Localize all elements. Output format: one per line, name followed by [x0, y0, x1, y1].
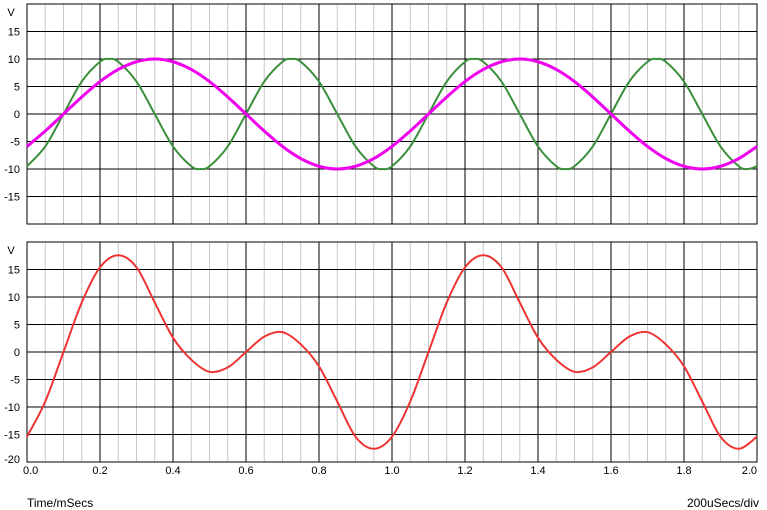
x-tick-label: 0.4 [165, 465, 180, 477]
y-tick-label: -5 [10, 137, 20, 149]
x-tick-label: 2.0 [742, 465, 757, 477]
y-tick-label: 5 [14, 82, 20, 94]
y-tick-label: -15 [4, 430, 20, 442]
x-tick-label: 1.4 [530, 465, 545, 477]
y-tick-label: 5 [14, 320, 20, 332]
y-tick-label: -10 [4, 164, 20, 176]
y-tick-label: -10 [4, 402, 20, 414]
timebase-label: 200uSecs/div [686, 496, 759, 510]
y-axis-unit-label: V [7, 7, 15, 19]
y-tick-label: 10 [8, 54, 20, 66]
x-tick-label: 0.6 [238, 465, 253, 477]
x-tick-label: 0.0 [23, 465, 38, 477]
time-axis-label: Time/mSecs [27, 496, 94, 510]
x-tick-label: 1.2 [457, 465, 472, 477]
y-tick-label: -20 [4, 454, 20, 466]
x-tick-label: 1.0 [384, 465, 399, 477]
x-tick-label: 0.2 [92, 465, 107, 477]
y-tick-label: 15 [8, 265, 20, 277]
y-tick-label: 0 [14, 109, 20, 121]
y-axis-unit-label: V [7, 245, 15, 257]
y-tick-label: 10 [8, 292, 20, 304]
y-tick-label: 0 [14, 347, 20, 359]
series-trace [26, 254, 758, 450]
x-tick-label: 1.6 [603, 465, 618, 477]
x-tick-label: 1.8 [676, 465, 691, 477]
y-tick-label: -15 [4, 192, 20, 204]
plot-frame [26, 241, 758, 463]
plot-frame [26, 3, 758, 225]
y-tick-label: -5 [10, 375, 20, 387]
x-tick-label: 0.8 [311, 465, 326, 477]
series-trace [26, 57, 758, 171]
series-trace [26, 57, 758, 171]
y-tick-label: 15 [8, 27, 20, 39]
